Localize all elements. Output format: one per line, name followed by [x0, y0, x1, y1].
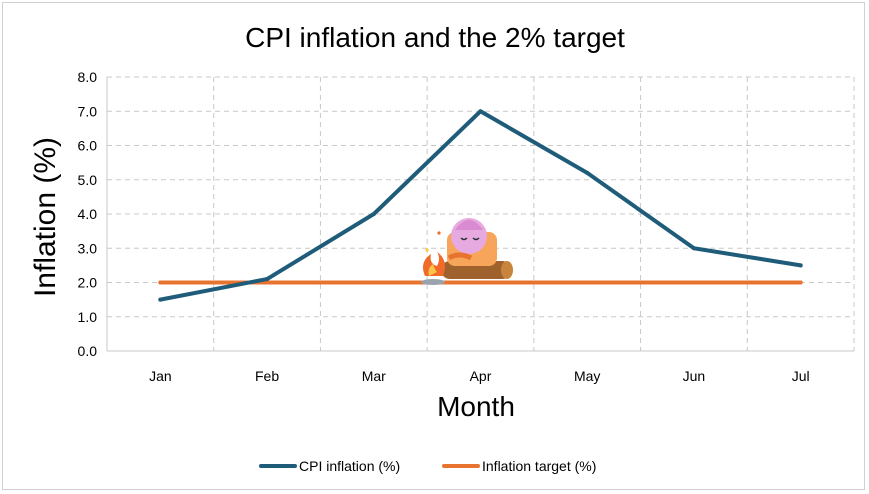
legend-label-cpi: CPI inflation (%): [299, 458, 400, 474]
x-tick-label: Jan: [149, 368, 172, 384]
y-tick-label: 5.0: [78, 172, 98, 188]
data-point-target: [798, 280, 803, 285]
data-point-target: [371, 280, 376, 285]
plot-area: 0.0 1.0 2.0 3.0 4.0 5.0 6.0 7.0 8.0 Jan Feb Mar Apr M…: [78, 69, 855, 384]
y-tick-label: 7.0: [78, 103, 98, 119]
data-point-target: [478, 280, 483, 285]
y-tick-label: 6.0: [78, 138, 98, 154]
campfire-mascot-icon: [421, 218, 513, 285]
data-point-cpi: [265, 277, 270, 282]
data-point-target: [265, 280, 270, 285]
data-point-cpi: [371, 212, 376, 216]
legend: CPI inflation (%) Inflation target (%): [259, 458, 596, 474]
y-axis-title: Inflation (%): [29, 137, 62, 297]
legend-label-target: Inflation target (%): [482, 458, 596, 474]
chart-svg: CPI inflation and the 2% target 0.0 1.0 2.…: [29, 22, 855, 474]
x-tick-label: Jul: [792, 368, 810, 384]
y-tick-label: 2.0: [78, 275, 98, 291]
data-point-cpi: [798, 263, 803, 268]
y-tick-label: 4.0: [78, 206, 98, 222]
data-point-cpi: [478, 109, 483, 114]
y-tick-label: 3.0: [78, 240, 98, 256]
data-point-cpi: [158, 297, 163, 302]
x-tick-label: Jun: [683, 368, 706, 384]
chart-title: CPI inflation and the 2% target: [245, 22, 625, 53]
data-point-cpi: [585, 170, 590, 175]
y-tick-label: 8.0: [78, 69, 98, 85]
y-tick-label: 0.0: [78, 343, 98, 359]
x-tick-label: Apr: [470, 368, 492, 384]
data-point-target: [691, 280, 696, 285]
x-tick-label: May: [574, 368, 600, 384]
x-tick-label: Feb: [255, 368, 279, 384]
data-point-cpi: [691, 246, 696, 251]
x-axis-title: Month: [437, 391, 515, 422]
data-point-target: [585, 280, 590, 285]
data-point-target: [158, 280, 163, 285]
y-tick-label: 1.0: [78, 309, 98, 325]
x-tick-label: Mar: [362, 368, 386, 384]
